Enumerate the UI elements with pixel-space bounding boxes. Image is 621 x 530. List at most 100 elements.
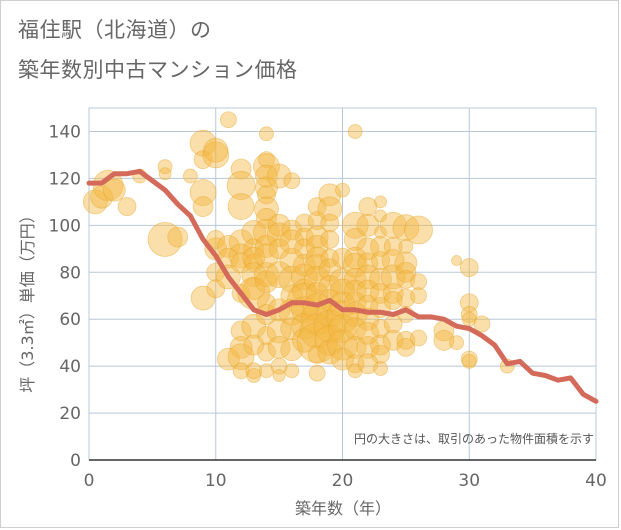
scatter-point [303,265,331,293]
scatter-point [358,197,378,216]
scatter-point [283,172,301,190]
scatter-point [373,361,388,376]
scatter-point [308,364,326,382]
scatter-point [331,347,354,371]
scatter-point [343,279,367,303]
scatter-point [451,255,462,266]
scatter-point [410,287,427,305]
scatter-point [229,335,253,359]
y-tick-label: 0 [70,451,81,471]
scatter-point [396,337,416,357]
scatter-point [295,213,314,233]
scatter-point [257,293,276,313]
y-tick-label: 40 [59,357,81,377]
scatter-point [460,350,478,368]
scatter-point [410,273,427,291]
scatter-point [320,230,340,249]
scatter-point [202,141,230,169]
scatter-point [356,335,380,359]
scatter-point [357,252,379,274]
scatter-point [258,151,275,169]
scatter-point [295,227,314,247]
scatter-point [461,354,477,369]
y-tick-label: 120 [49,169,81,189]
x-tick-label: 0 [84,471,95,491]
scatter-point [320,213,340,233]
scatter-point [347,124,363,139]
scatter-point [371,344,390,364]
scatter-point [254,196,279,222]
scatter-point [253,218,280,246]
x-tick-label: 20 [332,471,354,491]
scatter-point [460,306,478,323]
scatter-point [394,251,418,275]
scatter-point [192,196,214,217]
scatter-point [341,211,369,239]
scatter-point [253,153,280,181]
scatter-point [217,235,240,258]
scatter-point [267,213,291,237]
scatter-point [230,158,252,180]
scatter-point [305,225,329,249]
scatter-point [158,167,172,181]
scatter-point [335,182,350,198]
scatter-point [371,319,390,338]
scatter-point [226,171,256,200]
trend-line-group [86,168,599,404]
scatter-point [227,343,255,371]
scatter-point [147,222,183,257]
scatter-point [374,195,387,209]
scatter-point [332,247,353,269]
scatter-point [396,288,416,308]
scatter-point [473,315,491,333]
scatter-point [380,264,406,290]
scatter-point [305,235,329,258]
scatter-point [206,230,226,249]
scatter-point [266,163,292,189]
scatter-point [398,239,414,254]
scatter-point [343,246,367,270]
scatter-point [343,267,367,291]
scatter-point [117,197,137,216]
scatter-bubbles [82,111,515,383]
scatter-point [228,229,254,255]
scatter-point [257,342,276,362]
scatter-point [182,168,198,184]
scatter-point [279,248,305,273]
scatter-point [459,293,479,313]
scatter-point [396,330,416,350]
scatter-point [241,313,267,339]
y-tick-label: 80 [59,263,81,283]
scatter-point [245,362,263,380]
chart-title-line1: 福住駅（北海道）の [18,18,212,42]
scatter-point [396,269,416,289]
x-tick-label: 10 [205,471,227,491]
x-axis-title: 築年数（年） [295,499,391,518]
scatter-point [392,214,420,242]
scatter-point [404,215,433,245]
scatter-point [371,251,390,270]
scatter-point [328,314,357,343]
scatter-point [459,258,479,277]
scatter-point [410,329,427,347]
scatter-point [255,164,278,188]
scatter-point [383,291,403,310]
x-tick-label: 30 [458,471,480,491]
scatter-point [383,237,403,256]
scatter-point [157,159,173,175]
scatter-point [256,207,277,229]
scatter-point [318,274,342,298]
scatter-point [279,229,305,255]
scatter-point [330,278,355,304]
scatter-point [259,126,274,142]
scatter-point [317,196,343,222]
x-tick-label: 40 [585,471,607,491]
scatter-point [167,226,189,248]
scatter-point [449,335,464,351]
scatter-point [284,363,300,379]
scatter-point [246,368,262,383]
scatter-point [254,243,279,269]
axes: 0 20 40 60 80 100 120 140 0 10 20 30 40 [49,122,607,491]
